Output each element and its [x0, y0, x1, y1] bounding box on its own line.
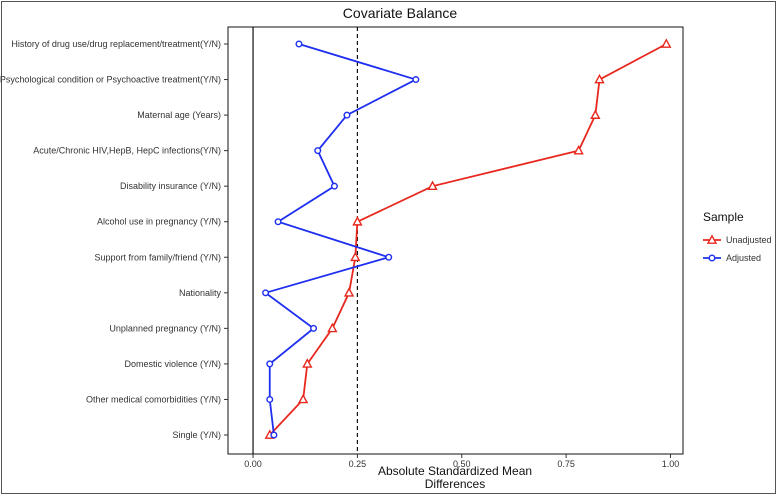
adjusted-series-line [263, 43, 419, 436]
unadjusted-point [352, 216, 363, 226]
unadjusted-point [302, 358, 313, 368]
adjusted-point [274, 218, 282, 226]
y-tick-label: Alcohol use in pregnancy (Y/N) [97, 217, 221, 227]
y-tick-label: Single (Y/N) [172, 430, 221, 440]
unadjusted-series-line [269, 43, 667, 436]
adjusted-point [262, 289, 270, 297]
y-tick-label: Other medical comorbidities (Y/N) [86, 394, 221, 404]
y-tick-label: Psychological condition or Psychoactive … [0, 75, 221, 85]
plot-panel [227, 26, 684, 455]
adjusted-point [412, 76, 420, 84]
unadjusted-point [297, 393, 309, 404]
x-tick-label: 0.00 [244, 459, 262, 469]
unadjusted-point [594, 73, 605, 84]
chart-title: Covariate Balance [343, 5, 458, 21]
adjusted-point [310, 324, 318, 332]
legend-title: Sample [703, 210, 744, 224]
unadjusted-point [327, 322, 338, 333]
unadjusted-point [343, 287, 355, 297]
adjusted-point [314, 147, 322, 155]
unadjusted-point [661, 38, 672, 48]
x-axis-label-line1: Absolute Standardized Mean [378, 464, 532, 478]
y-tick-label: History of drug use/drug replacement/tre… [11, 39, 221, 49]
y-tick-label: Disability insurance (Y/N) [120, 181, 221, 191]
adjusted-point [330, 182, 338, 190]
y-tick-label: Nationality [179, 288, 222, 298]
unadjusted-point [350, 251, 361, 262]
x-tick-label: 0.25 [349, 459, 367, 469]
unadjusted-point [427, 180, 438, 191]
adjusted-point [266, 395, 274, 403]
unadjusted-point [590, 109, 601, 119]
legend-key-marker [706, 234, 718, 244]
x-tick-label: 0.75 [557, 459, 575, 469]
x-tick-label: 0.50 [453, 459, 471, 469]
y-tick-label: Domestic violence (Y/N) [124, 359, 221, 369]
adjusted-point [385, 253, 393, 261]
y-tick-label: Acute/Chronic HIV,HepB, HepC infections(… [33, 146, 221, 156]
legend-label: Adjusted [726, 253, 761, 263]
x-tick-label: 1.00 [662, 459, 680, 469]
adjusted-point [343, 111, 351, 119]
adjusted-point [270, 431, 278, 439]
y-tick-label: Maternal age (Years) [137, 110, 221, 120]
adjusted-point [266, 360, 274, 368]
adjusted-point [295, 40, 303, 48]
x-axis-label-line2: Differences [425, 477, 485, 491]
legend: Sample Unadjusted Adjusted [703, 210, 772, 263]
y-tick-label: Support from family/friend (Y/N) [94, 252, 221, 262]
y-tick-label: Unplanned pregnancy (Y/N) [109, 323, 221, 333]
unadjusted-point [573, 144, 584, 155]
legend-label: Unadjusted [726, 235, 772, 245]
legend-key-marker [708, 254, 716, 262]
